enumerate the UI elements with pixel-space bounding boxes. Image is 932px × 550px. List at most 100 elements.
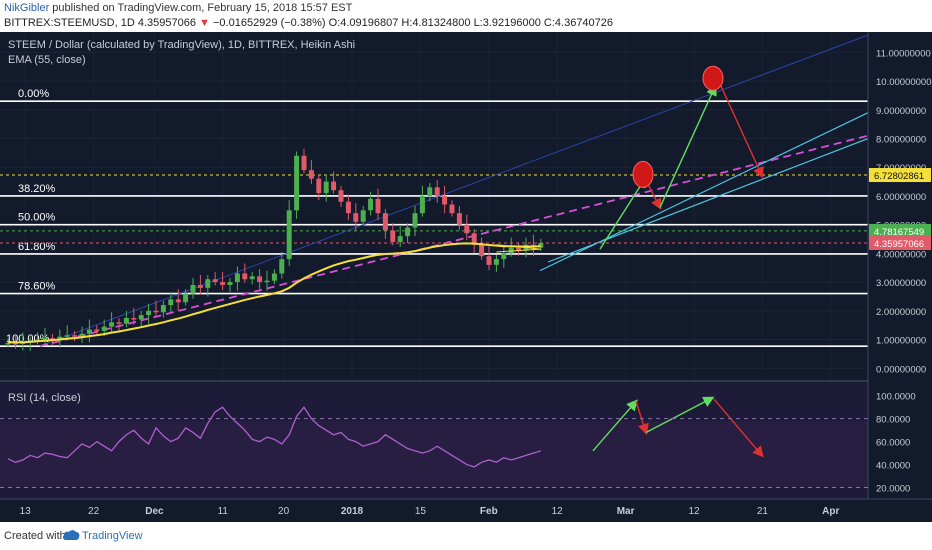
candle-body xyxy=(175,299,181,303)
candle-body xyxy=(345,201,351,214)
candle-body xyxy=(242,273,248,280)
publish-text: published on TradingView.com, February 1… xyxy=(49,2,353,14)
candle-body xyxy=(57,336,63,339)
candle-body xyxy=(49,338,55,340)
candle-body xyxy=(405,227,411,237)
candle-body xyxy=(449,204,455,214)
candle-body xyxy=(353,213,359,222)
candle-body xyxy=(212,279,218,283)
chart-svg[interactable]: 0.00%38.20%50.00%61.80%78.60%100.00% 11.… xyxy=(0,32,932,522)
cyan-channel-lower xyxy=(547,137,869,263)
tradingview-cloud-icon xyxy=(62,530,80,540)
target-circle xyxy=(702,65,724,91)
y-tick-label: 3.00000000 xyxy=(876,278,926,289)
published-header: NikGibler published on TradingView.com, … xyxy=(0,0,932,32)
candle-body xyxy=(308,170,314,179)
candle-body xyxy=(382,213,388,231)
candle-body xyxy=(264,280,270,283)
x-tick-label: Mar xyxy=(617,506,635,517)
price-tag-box xyxy=(869,236,931,251)
rsi-tick-label: 80.0000 xyxy=(876,415,910,426)
x-tick-label: Feb xyxy=(480,506,498,517)
candle-body xyxy=(94,329,100,331)
candle-body xyxy=(375,198,381,214)
y-tick-label: 1.00000000 xyxy=(876,336,926,347)
candle-body xyxy=(101,326,107,331)
x-tick-label: 11 xyxy=(218,506,229,517)
candle-body xyxy=(434,187,440,196)
candle-body xyxy=(316,178,322,194)
candle-body xyxy=(227,282,233,285)
down-arrow-icon: ▼ xyxy=(199,17,210,29)
x-tick-label: 15 xyxy=(415,506,427,517)
x-tick-label: 20 xyxy=(278,506,290,517)
x-tick-label: 13 xyxy=(20,506,32,517)
candle-body xyxy=(479,244,485,257)
rsi-red-arrow xyxy=(713,398,764,458)
candle-body xyxy=(138,315,144,320)
rsi-red-arrow xyxy=(635,401,649,436)
fib-level-label: 61.80% xyxy=(18,241,56,253)
footer: Created with TradingView xyxy=(0,522,932,550)
candle-body xyxy=(442,195,448,205)
x-tick-label: 22 xyxy=(88,506,100,517)
change-value: −0.01652929 (−0.38%) xyxy=(213,17,326,29)
y-tick-label: 9.00000000 xyxy=(876,106,926,117)
y-tick-label: 11.00000000 xyxy=(876,48,931,59)
fib-level-label: 50.00% xyxy=(18,212,56,224)
fib-level-label: 78.60% xyxy=(18,281,56,293)
y-tick-label: 10.00000000 xyxy=(876,77,931,88)
candle-body xyxy=(12,342,18,345)
rsi-green-arrow xyxy=(645,396,715,434)
candle-body xyxy=(183,293,189,303)
x-tick-label: 2018 xyxy=(341,506,364,517)
candle-body xyxy=(220,282,226,285)
publish-info: NikGibler published on TradingView.com, … xyxy=(4,2,352,14)
candle-body xyxy=(279,259,285,274)
candle-body xyxy=(427,187,433,196)
price-value: 4.35957066 xyxy=(137,17,196,29)
price-axis[interactable] xyxy=(868,32,932,522)
candle-body xyxy=(419,195,425,214)
candle-body xyxy=(234,273,240,283)
y-tick-label: 6.00000000 xyxy=(876,192,926,203)
candle-body xyxy=(516,247,522,251)
chart-area[interactable]: 0.00% 38.20% 50.00% 61.80% 78.60% 100.00% 11.… xyxy=(0,32,932,522)
candle-body xyxy=(412,213,418,228)
candle-body xyxy=(294,155,300,211)
candle-body xyxy=(397,236,403,242)
annotations xyxy=(496,65,764,458)
rsi-label: RSI (14, close) xyxy=(8,392,81,404)
candle-body xyxy=(146,310,152,316)
candle-body xyxy=(86,329,92,334)
candle-body xyxy=(249,276,255,280)
author-link[interactable]: NikGibler xyxy=(4,2,50,14)
candle-body xyxy=(323,181,329,194)
fib-levels: 0.00%38.20%50.00%61.80%78.60%100.00% xyxy=(0,88,868,347)
candle-body xyxy=(168,299,174,306)
rsi-tick-label: 20.0000 xyxy=(876,484,910,495)
candle-body xyxy=(160,305,166,313)
candle-body xyxy=(64,335,70,337)
candle-body xyxy=(205,279,211,288)
rsi-green-arrow xyxy=(592,399,638,452)
price-tag-label: 6.72802861 xyxy=(874,171,924,182)
candle-body xyxy=(301,155,307,171)
candle-body xyxy=(338,190,344,202)
price-tag-box xyxy=(869,223,931,238)
rsi-tick-label: 60.0000 xyxy=(876,438,910,449)
candle-body xyxy=(79,333,85,337)
candle-body xyxy=(72,335,78,337)
candle-body xyxy=(153,310,159,313)
x-tick-label: 12 xyxy=(688,506,700,517)
y-tick-label: 4.00000000 xyxy=(876,249,926,260)
pennant-lines xyxy=(496,244,541,253)
y-tick-label: 2.00000000 xyxy=(876,307,926,318)
symbol-label: BITTREX:STEEMUSD, 1D xyxy=(4,17,135,29)
candle-body xyxy=(42,338,48,340)
tradingview-brand[interactable]: TradingView xyxy=(82,530,143,542)
target-circle xyxy=(632,160,654,188)
green-arrow xyxy=(599,176,647,250)
rsi-line xyxy=(7,406,541,468)
rsi-axis-labels: 100.0000 80.0000 60.0000 40.0000 20.0000 xyxy=(0,392,916,495)
